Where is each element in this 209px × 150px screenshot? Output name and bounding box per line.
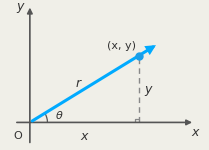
Text: (x, y): (x, y) <box>107 41 136 51</box>
Text: θ: θ <box>55 111 62 121</box>
Text: x: x <box>81 130 88 143</box>
Text: y: y <box>17 0 24 13</box>
Text: x: x <box>191 126 199 140</box>
Text: O: O <box>13 131 22 141</box>
Text: y: y <box>145 82 152 96</box>
Text: r: r <box>75 77 80 90</box>
